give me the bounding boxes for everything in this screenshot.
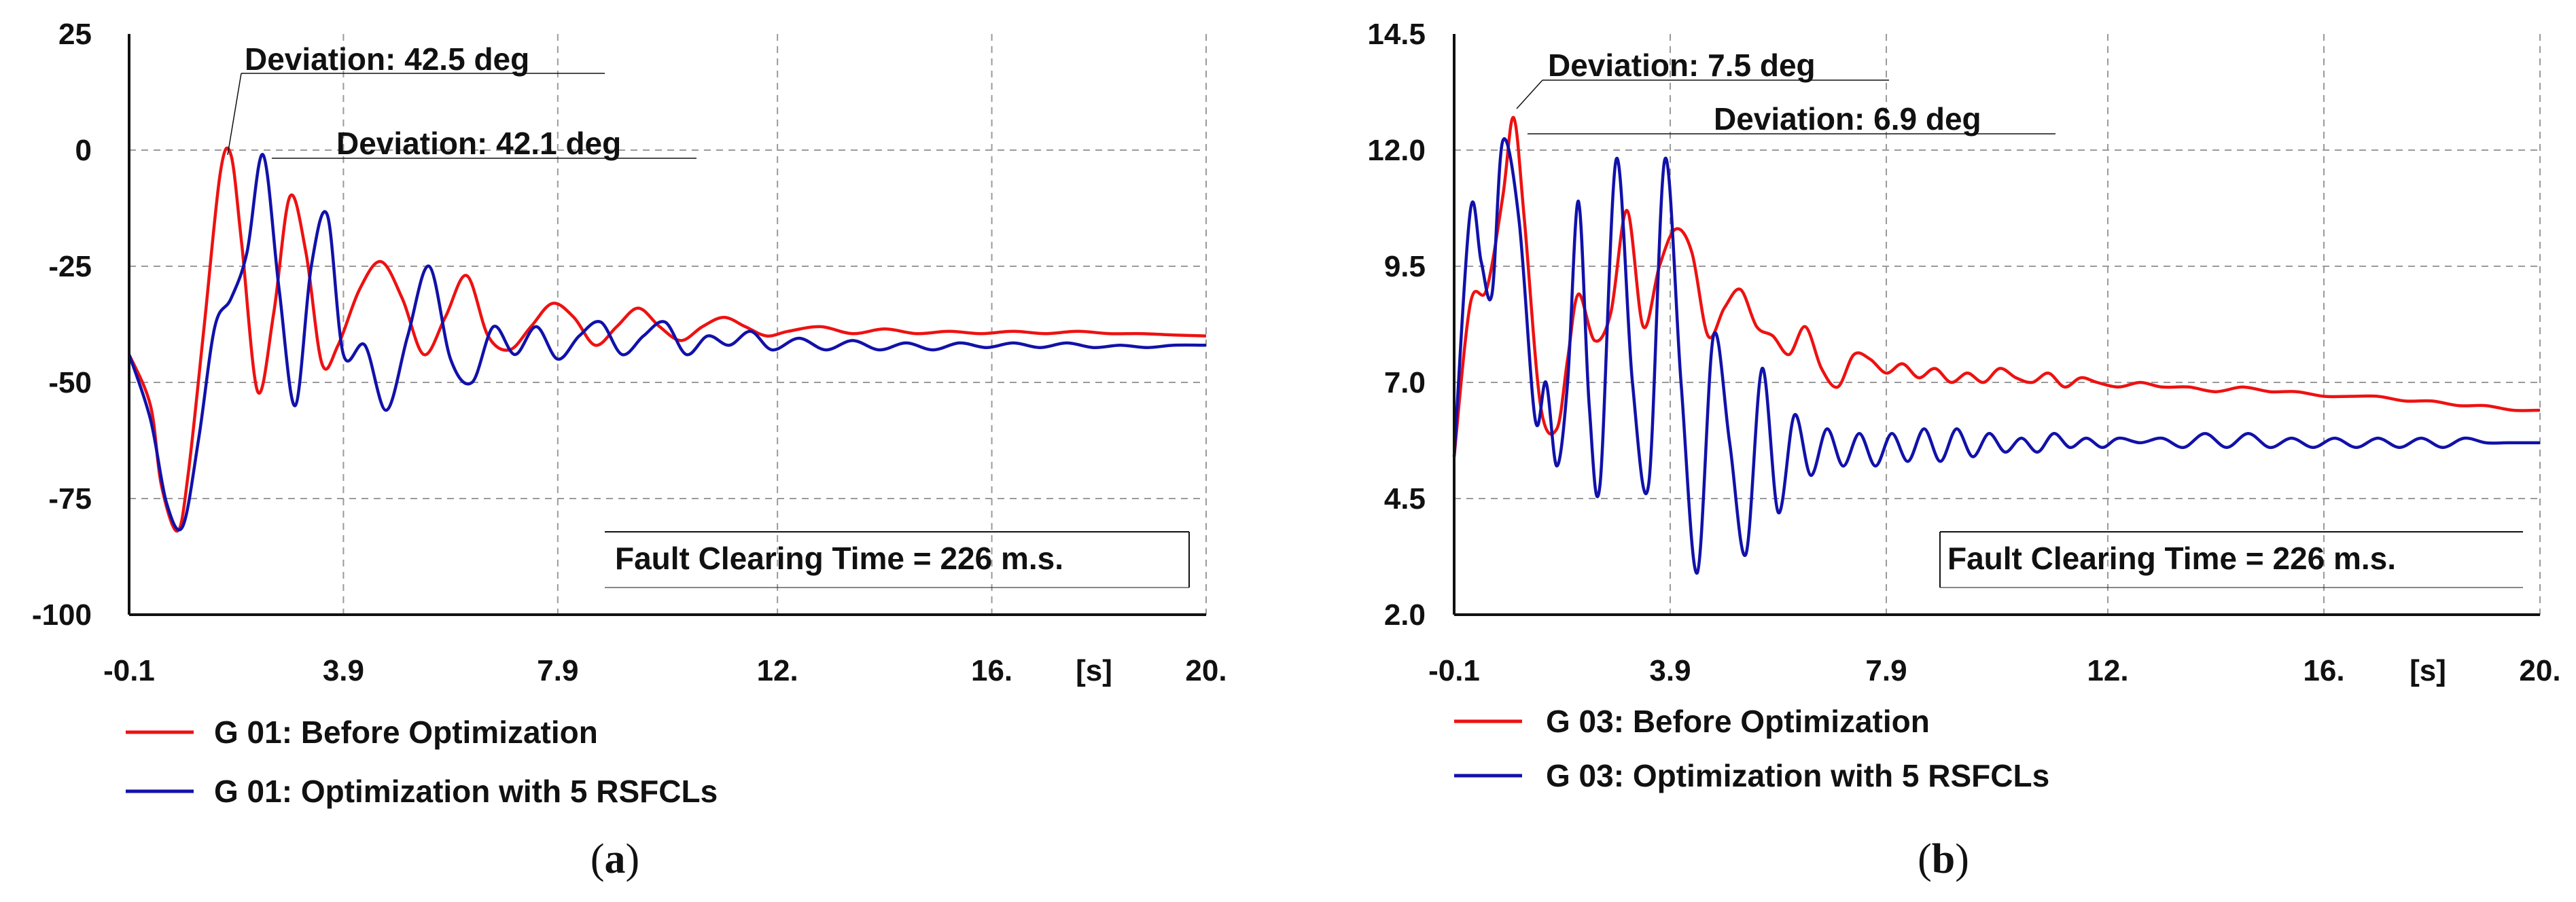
chart-b-legend-blue-label: G 03: Optimization with 5 RSFCLs bbox=[1546, 758, 2049, 793]
chart-b-series-before-optimization-line bbox=[1452, 115, 2541, 457]
chart-a: 25 0 -25 -50 -75 -100 -0.1 3.9 7.9 12. 16. 20. [s]… bbox=[32, 18, 1227, 882]
chart-b-x-tick-label: 20. bbox=[2519, 654, 2560, 687]
chart-a-y-tick-label: -100 bbox=[32, 598, 92, 632]
chart-b-lines bbox=[1452, 115, 2541, 575]
chart-a-annotation-2: Deviation: 42.1 deg bbox=[336, 126, 621, 161]
chart-a-x-tick-label: 3.9 bbox=[323, 654, 364, 687]
chart-a-lines bbox=[127, 146, 1207, 533]
chart-b-y-tick-label: 2.0 bbox=[1384, 598, 1426, 632]
chart-b-x-tick-label: 12. bbox=[2087, 654, 2128, 687]
chart-b-x-ticks: -0.1 3.9 7.9 12. 16. 20. bbox=[1428, 654, 2561, 687]
chart-a-y-tick-label: 0 bbox=[75, 134, 92, 167]
chart-a-x-unit: [s] bbox=[1076, 654, 1112, 687]
chart-b-annotation-1-leader bbox=[1516, 79, 1543, 109]
chart-b-grid bbox=[1454, 34, 2541, 615]
chart-a-y-tick-label: -25 bbox=[48, 250, 92, 283]
chart-b-y-tick-label: 14.5 bbox=[1367, 18, 1426, 51]
chart-b-x-tick-label: 3.9 bbox=[1649, 654, 1691, 687]
chart-b: 14.5 12.0 9.5 7.0 4.5 2.0 -0.1 3.9 7.9 12. 16. 20.… bbox=[1367, 18, 2560, 882]
chart-a-legend-red-label: G 01: Before Optimization bbox=[214, 715, 598, 750]
chart-b-annotation-1: Deviation: 7.5 deg bbox=[1548, 48, 1816, 83]
chart-a-annotation-1-leader bbox=[227, 73, 242, 156]
chart-a-x-tick-label: 7.9 bbox=[537, 654, 578, 687]
chart-b-y-tick-label: 12.0 bbox=[1367, 134, 1426, 167]
chart-a-x-ticks: -0.1 3.9 7.9 12. 16. 20. bbox=[103, 654, 1227, 687]
chart-b-x-tick-label: 7.9 bbox=[1865, 654, 1907, 687]
chart-a-series-before-optimization-line bbox=[127, 146, 1207, 533]
caption-b: (b) bbox=[1918, 836, 1969, 882]
caption-a: (a) bbox=[590, 836, 639, 882]
chart-b-series-optimization-5-rsfcls-line bbox=[1452, 137, 2540, 575]
chart-b-y-ticks: 14.5 12.0 9.5 7.0 4.5 2.0 bbox=[1367, 18, 1426, 632]
chart-a-series-optimization-5-rsfcls-line bbox=[127, 153, 1207, 532]
chart-a-grid bbox=[129, 34, 1207, 615]
chart-a-y-tick-label: 25 bbox=[58, 18, 92, 51]
chart-a-x-tick-label: 16. bbox=[971, 654, 1012, 687]
chart-b-legend-red-label: G 03: Before Optimization bbox=[1546, 704, 1930, 739]
chart-a-x-tick-label: 20. bbox=[1185, 654, 1227, 687]
chart-a-y-ticks: 25 0 -25 -50 -75 -100 bbox=[32, 18, 92, 632]
chart-b-x-tick-label: -0.1 bbox=[1428, 654, 1480, 687]
chart-b-annotation-2: Deviation: 6.9 deg bbox=[1714, 101, 1981, 137]
chart-a-y-tick-label: -50 bbox=[48, 366, 92, 399]
chart-a-annotation-1: Deviation: 42.5 deg bbox=[245, 41, 529, 77]
chart-b-x-unit: [s] bbox=[2410, 654, 2446, 687]
chart-b-y-tick-label: 4.5 bbox=[1384, 482, 1426, 516]
chart-a-y-tick-label: -75 bbox=[48, 482, 92, 516]
chart-a-x-tick-label: -0.1 bbox=[103, 654, 155, 687]
chart-a-fault-text: Fault Clearing Time = 226 m.s. bbox=[615, 541, 1063, 576]
chart-b-x-tick-label: 16. bbox=[2303, 654, 2344, 687]
chart-a-legend-blue-label: G 01: Optimization with 5 RSFCLs bbox=[214, 774, 718, 809]
chart-b-y-tick-label: 9.5 bbox=[1384, 250, 1426, 283]
chart-b-y-tick-label: 7.0 bbox=[1384, 366, 1426, 399]
chart-b-fault-text: Fault Clearing Time = 226 m.s. bbox=[1947, 541, 2396, 576]
chart-a-x-tick-label: 12. bbox=[757, 654, 798, 687]
